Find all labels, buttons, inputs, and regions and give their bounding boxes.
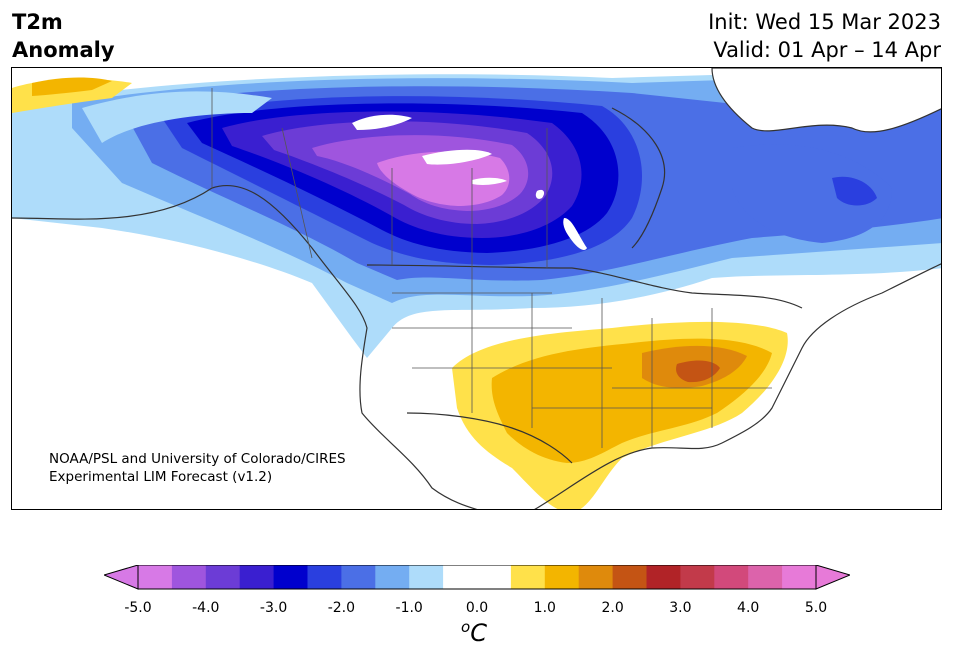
colorbar-tick-label: 4.0 bbox=[737, 600, 760, 616]
colorbar-tick-label: 5.0 bbox=[804, 600, 828, 616]
title-line-2: Anomaly bbox=[12, 38, 115, 62]
colorbar-cell bbox=[409, 565, 444, 589]
colorbar-tick-label: 3.0 bbox=[669, 600, 692, 616]
colorbar-cell bbox=[510, 565, 546, 589]
colorbar-tick-label: -2.0 bbox=[327, 600, 356, 616]
anomaly-west-band-2 bbox=[82, 91, 272, 143]
colorbar-cell bbox=[782, 565, 817, 589]
border-line bbox=[281, 127, 313, 259]
anomaly-band-plus-2.0 bbox=[676, 360, 720, 383]
anomaly-labrador-core bbox=[832, 176, 877, 206]
great-bear-lake bbox=[352, 114, 412, 130]
great-slave-lake bbox=[422, 149, 492, 165]
unit-degree: o bbox=[461, 618, 471, 636]
colorbar-tick-label: 1.0 bbox=[533, 600, 556, 616]
colorbar-tick-label: -3.0 bbox=[259, 600, 288, 616]
lake-winnipeg bbox=[563, 218, 587, 250]
map-panel bbox=[11, 67, 942, 510]
colorbar-cell bbox=[341, 565, 376, 589]
canada-us-border bbox=[366, 264, 803, 309]
credit-line-2: Experimental LIM Forecast (v1.2) bbox=[49, 469, 273, 485]
state-province-borders bbox=[211, 88, 772, 448]
valid-period: Valid: 01 Apr – 14 Apr bbox=[713, 38, 941, 62]
colorbar-cell bbox=[375, 565, 410, 589]
colorbar-tick-label: -1.0 bbox=[395, 600, 423, 616]
colorbar-cell bbox=[714, 565, 749, 589]
colorbar-cell bbox=[239, 565, 274, 589]
colorbar-over-arrow bbox=[815, 565, 850, 590]
colorbar-cells bbox=[138, 565, 817, 589]
colorbar-outline bbox=[137, 565, 817, 590]
colorbar-cell bbox=[477, 565, 512, 589]
mexico-border bbox=[406, 412, 573, 464]
greenland-landmass bbox=[711, 68, 941, 133]
colorbar-cell bbox=[205, 565, 241, 589]
lake-athabasca bbox=[472, 177, 507, 185]
colorbar-unit: oC bbox=[461, 618, 487, 647]
colorbar-under-arrow bbox=[104, 565, 139, 590]
colorbar-tick-label: -4.0 bbox=[192, 600, 220, 616]
credit-line-1: NOAA/PSL and University of Colorado/CIRE… bbox=[49, 451, 346, 467]
colorbar-tick-label: 2.0 bbox=[601, 600, 624, 616]
colorbar-cell bbox=[138, 565, 173, 589]
anomaly-map bbox=[12, 68, 941, 509]
lakes bbox=[352, 114, 587, 250]
colorbar-cell bbox=[612, 565, 647, 589]
coastlines bbox=[12, 107, 941, 509]
map-title: T2m Anomaly bbox=[12, 8, 115, 64]
colorbar-cell bbox=[544, 565, 580, 589]
colorbar-cell bbox=[578, 565, 613, 589]
hudson-bay-coast bbox=[611, 107, 666, 249]
forecast-dates: Init: Wed 15 Mar 2023 Valid: 01 Apr – 14… bbox=[708, 8, 941, 64]
colorbar-tick-label: -5.0 bbox=[124, 600, 152, 616]
cold-anomaly-field bbox=[12, 68, 941, 358]
pacific-coast bbox=[12, 184, 478, 509]
colorbar-cell bbox=[171, 565, 207, 589]
unit-letter: C bbox=[470, 619, 487, 647]
gulf-coast bbox=[534, 263, 941, 509]
init-date: Init: Wed 15 Mar 2023 bbox=[708, 10, 941, 34]
colorbar-cell bbox=[680, 565, 715, 589]
colorbar-cell bbox=[748, 565, 783, 589]
colorbar-cell bbox=[443, 565, 478, 589]
anomaly-band-minus-4.5 bbox=[377, 151, 510, 206]
anomaly-alaska-warm-core bbox=[32, 77, 112, 96]
colorbar-cell bbox=[646, 565, 681, 589]
title-line-1: T2m bbox=[12, 10, 63, 34]
reindeer-lake bbox=[535, 189, 545, 199]
data-credit: NOAA/PSL and University of Colorado/CIRE… bbox=[49, 450, 346, 486]
anomaly-labrador-band bbox=[732, 144, 892, 243]
colorbar-cell bbox=[307, 565, 342, 589]
colorbar-tick-label: 0.0 bbox=[465, 600, 489, 616]
colorbar-cell bbox=[273, 565, 308, 589]
warm-anomaly-field bbox=[452, 321, 788, 509]
colorbar bbox=[104, 565, 850, 590]
